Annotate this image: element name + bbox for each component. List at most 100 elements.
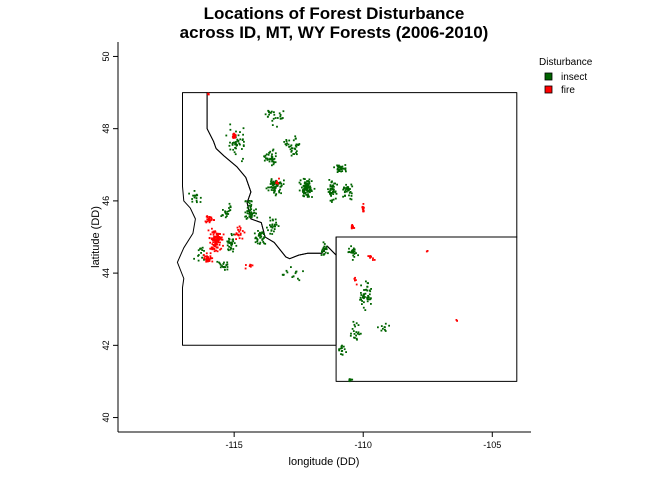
fire-point [249,264,252,266]
insect-point [256,242,259,245]
y-tick-label: 46 [101,196,111,206]
insect-point [303,191,306,193]
insect-point [308,178,311,181]
insect-point [239,131,241,133]
insect-point [233,242,236,244]
fire-point [214,238,217,241]
insect-point [230,233,233,235]
insect-point [328,190,331,193]
fire-point [209,233,212,236]
insect-point [365,280,367,283]
insect-point [272,219,274,222]
insect-point [359,298,361,301]
fire-point [214,237,216,240]
fire-point [362,209,365,212]
insect-point [253,214,256,217]
fire-point [207,93,210,96]
insect-point [233,233,235,236]
insect-point [274,152,277,155]
insect-point [302,194,305,197]
insect-point [353,333,356,335]
insect-point [303,187,305,190]
fire-point [213,235,215,238]
insect-point [274,194,277,197]
insect-point [226,212,229,215]
insect-point [272,180,274,183]
insect-point [245,218,248,220]
legend-insect-swatch [544,72,553,81]
insect-point [368,296,370,299]
insect-point [342,195,344,198]
insect-point [273,188,276,191]
insect-point [193,257,195,260]
insect-point [248,202,251,205]
fire-point [206,220,209,223]
insect-point [327,252,329,255]
insect-point [364,292,367,295]
insect-point [384,326,386,329]
insect-point [235,143,238,146]
insect-point [234,153,237,156]
insect-point [274,117,277,119]
insect-point [348,250,351,253]
fire-point [241,230,244,232]
insect-point [245,215,247,218]
insect-point [197,259,200,262]
insect-point [269,158,272,161]
insect-point [343,186,346,189]
insect-point [199,201,202,203]
fire-point [354,276,356,279]
insect-point [332,193,335,195]
insect-point [345,351,347,353]
insect-point [280,117,283,120]
insect-point [360,294,363,296]
insect-point [273,113,276,116]
insect-point [331,199,334,202]
fire-point [238,230,241,233]
insect-point [271,233,274,235]
insect-point [377,326,379,329]
insect-point [309,185,312,188]
insect-point [263,159,266,162]
insect-point [334,190,337,193]
fire-point [370,255,372,258]
insect-point [277,183,279,186]
insect-point [348,379,351,382]
insect-point [344,195,346,197]
insect-point [235,244,238,247]
insect-point [310,190,313,192]
insect-point [305,193,308,196]
fire-point [213,236,215,239]
insect-point [270,179,273,182]
insect-point [331,180,333,183]
insect-point [226,210,229,213]
insect-point [267,229,269,232]
insect-point [303,192,305,195]
fire-point [210,218,213,221]
insect-point [325,245,328,248]
insect-point [295,151,297,154]
fire-point [221,238,224,241]
fire-point [350,226,353,229]
insect-point [268,113,270,116]
insect-point [226,261,229,264]
insect-point [261,231,264,234]
insect-point [382,327,384,330]
insect-point [271,182,274,184]
insect-point [285,144,288,147]
insect-point [225,212,227,215]
fire-point [355,283,358,286]
insect-point [344,190,346,193]
insect-point [341,353,344,356]
insect-point [196,201,198,204]
insect-point [327,191,330,193]
insect-point [247,201,249,204]
insect-point [350,183,353,186]
insect-point [365,288,368,291]
fire-point [456,320,458,322]
insect-point [222,266,225,268]
insect-point [290,144,293,147]
insect-point [353,253,356,255]
insect-point [288,146,290,148]
insect-point [226,268,229,271]
